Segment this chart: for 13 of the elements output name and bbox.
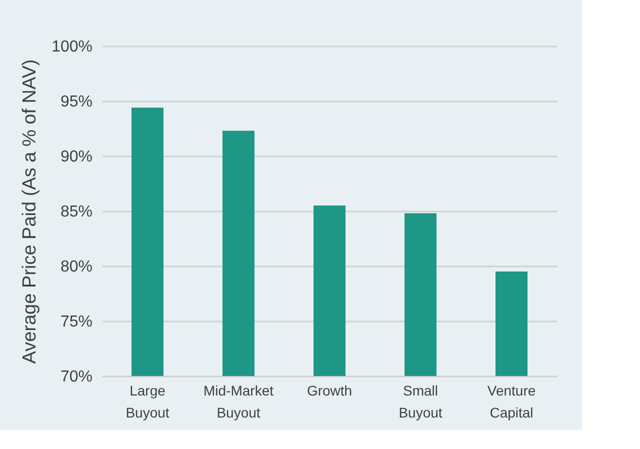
- y-tick-label: 70%: [60, 368, 92, 386]
- x-tick-label: Mid-Market Buyout: [203, 382, 274, 420]
- y-tick-label: 100%: [52, 38, 92, 56]
- y-tick-label: 80%: [60, 258, 92, 276]
- x-tick-label: Large Buyout: [126, 382, 170, 420]
- x-tick-label: Small Buyout: [398, 382, 442, 420]
- y-tick-label: 95%: [60, 94, 92, 110]
- y-tick-label: 85%: [60, 204, 92, 220]
- y-axis-title: Average Price Paid (As a % of NAV): [20, 59, 41, 364]
- x-tick-label: Venture Capital: [487, 382, 536, 420]
- x-tick-label: Growth: [306, 382, 352, 398]
- y-tick-label: 75%: [60, 314, 92, 330]
- y-tick-label: 90%: [60, 148, 92, 166]
